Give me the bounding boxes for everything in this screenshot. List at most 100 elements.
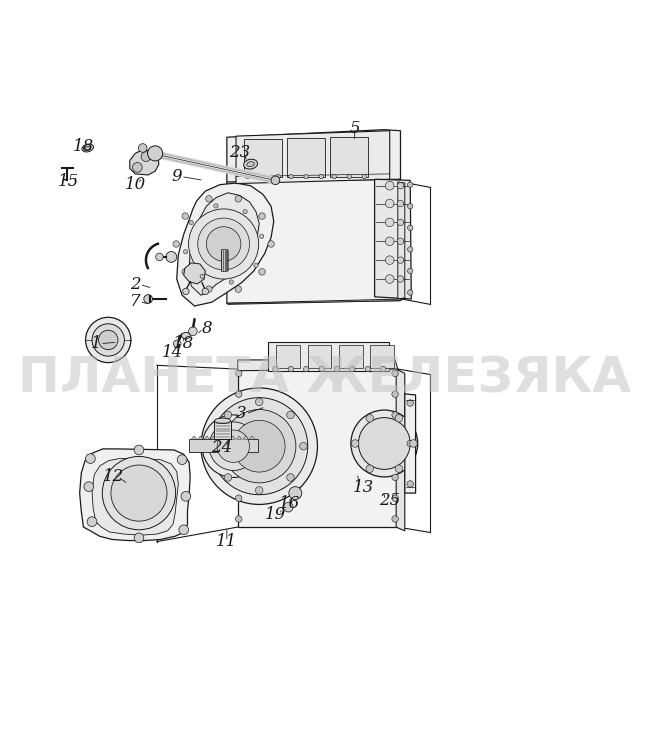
Circle shape (174, 340, 181, 347)
Polygon shape (204, 436, 209, 439)
Circle shape (148, 146, 162, 161)
Text: 24: 24 (211, 439, 232, 456)
Ellipse shape (247, 162, 254, 166)
Circle shape (182, 269, 188, 275)
Polygon shape (287, 138, 325, 177)
Polygon shape (268, 342, 389, 371)
Polygon shape (230, 436, 235, 439)
Circle shape (235, 453, 242, 460)
Circle shape (392, 474, 398, 481)
Circle shape (205, 286, 212, 292)
Ellipse shape (85, 146, 90, 149)
Circle shape (183, 250, 188, 254)
Circle shape (235, 391, 242, 397)
Polygon shape (405, 394, 415, 493)
Circle shape (366, 465, 374, 473)
Circle shape (385, 199, 394, 208)
Polygon shape (211, 436, 216, 439)
Circle shape (408, 290, 413, 295)
Text: 15: 15 (58, 174, 79, 191)
Circle shape (134, 445, 144, 455)
Polygon shape (191, 436, 197, 439)
Circle shape (350, 367, 355, 372)
Polygon shape (198, 436, 203, 439)
Circle shape (410, 439, 417, 447)
Circle shape (408, 247, 413, 252)
Text: ПЛАНЕТА ЖЕЛЕЗЯКА: ПЛАНЕТА ЖЕЛЕЗЯКА (18, 355, 632, 403)
Circle shape (287, 474, 294, 481)
Circle shape (397, 238, 404, 244)
Circle shape (304, 174, 308, 179)
Circle shape (235, 370, 242, 377)
Circle shape (289, 486, 302, 500)
Circle shape (246, 174, 250, 179)
Text: 10: 10 (125, 176, 146, 193)
Circle shape (261, 174, 265, 179)
Circle shape (201, 388, 317, 504)
Circle shape (380, 367, 386, 372)
Ellipse shape (181, 333, 190, 339)
Text: 12: 12 (103, 468, 124, 486)
Polygon shape (238, 369, 398, 527)
Text: 23: 23 (229, 144, 250, 160)
Circle shape (385, 182, 394, 190)
Circle shape (222, 409, 296, 483)
Text: 1: 1 (90, 335, 101, 353)
Circle shape (92, 324, 124, 356)
Circle shape (183, 289, 189, 294)
Circle shape (385, 256, 394, 264)
Polygon shape (189, 193, 259, 295)
Circle shape (397, 257, 404, 263)
Circle shape (268, 241, 274, 247)
Circle shape (407, 400, 413, 406)
Circle shape (319, 174, 324, 179)
Circle shape (177, 455, 187, 464)
Circle shape (300, 442, 307, 450)
Circle shape (276, 174, 280, 179)
Circle shape (397, 200, 404, 207)
Circle shape (392, 516, 398, 523)
Circle shape (182, 213, 188, 219)
Circle shape (273, 367, 278, 372)
Circle shape (408, 204, 413, 209)
Circle shape (287, 411, 294, 419)
Circle shape (235, 286, 242, 292)
Circle shape (235, 411, 242, 418)
Text: 18: 18 (173, 335, 194, 353)
Circle shape (87, 517, 97, 526)
Circle shape (351, 410, 418, 477)
Text: 18: 18 (73, 138, 94, 155)
Circle shape (235, 516, 242, 523)
Circle shape (259, 234, 264, 238)
Circle shape (205, 196, 212, 202)
Circle shape (392, 495, 398, 501)
Polygon shape (227, 130, 400, 183)
Circle shape (392, 453, 398, 460)
Circle shape (181, 492, 190, 501)
Circle shape (235, 433, 242, 439)
Circle shape (259, 269, 265, 275)
Polygon shape (177, 183, 274, 306)
Circle shape (408, 225, 413, 230)
Circle shape (111, 465, 167, 521)
Circle shape (347, 174, 352, 179)
Circle shape (332, 174, 336, 179)
Circle shape (202, 415, 265, 478)
Polygon shape (224, 436, 229, 439)
Circle shape (229, 280, 233, 284)
Circle shape (407, 481, 413, 487)
Text: 7: 7 (130, 293, 140, 310)
Circle shape (255, 486, 263, 494)
Circle shape (233, 420, 285, 472)
Circle shape (397, 183, 404, 189)
Circle shape (134, 533, 144, 542)
Polygon shape (243, 436, 248, 439)
Circle shape (173, 241, 179, 247)
Circle shape (407, 440, 413, 447)
Polygon shape (217, 436, 222, 439)
Circle shape (271, 176, 280, 185)
Circle shape (352, 439, 359, 447)
Circle shape (138, 144, 147, 152)
Circle shape (392, 433, 398, 439)
Circle shape (397, 219, 404, 226)
